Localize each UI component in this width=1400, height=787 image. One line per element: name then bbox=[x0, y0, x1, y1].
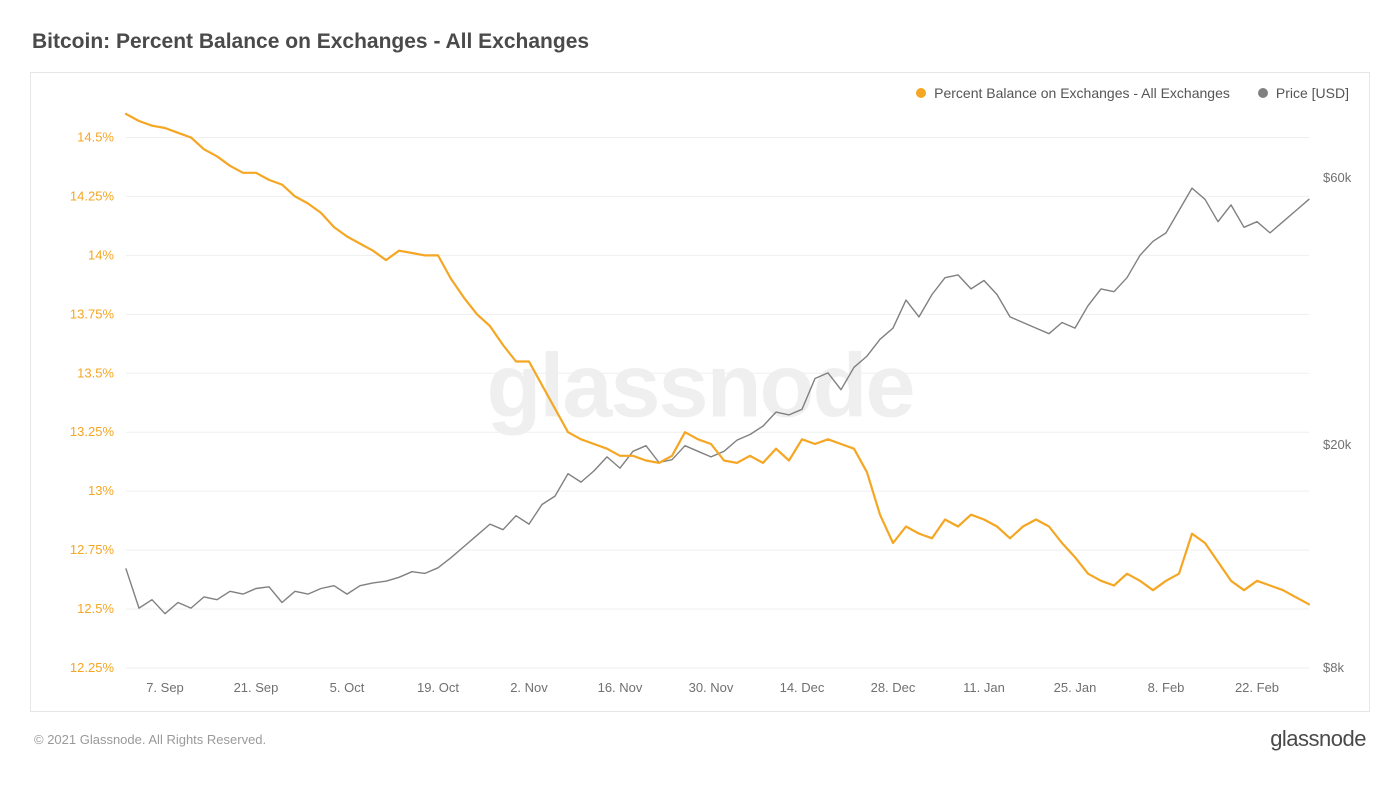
svg-text:16. Nov: 16. Nov bbox=[598, 680, 643, 695]
legend-dot-balance bbox=[916, 88, 926, 98]
copyright-text: © 2021 Glassnode. All Rights Reserved. bbox=[34, 732, 266, 747]
svg-text:28. Dec: 28. Dec bbox=[871, 680, 916, 695]
legend: Percent Balance on Exchanges - All Excha… bbox=[916, 85, 1349, 101]
chart-title: Bitcoin: Percent Balance on Exchanges - … bbox=[32, 30, 1370, 54]
chart-plot-area: glassnode Percent Balance on Exchanges -… bbox=[30, 72, 1370, 712]
svg-text:12.5%: 12.5% bbox=[77, 601, 114, 616]
svg-text:7. Sep: 7. Sep bbox=[146, 680, 184, 695]
svg-text:13.25%: 13.25% bbox=[70, 424, 115, 439]
legend-item-price: Price [USD] bbox=[1258, 85, 1349, 101]
legend-label-price: Price [USD] bbox=[1276, 85, 1349, 101]
chart-svg: 12.25% 12.5% 12.75% 13% 13.25% 13.5% 13.75% 14%… bbox=[31, 73, 1369, 711]
footer: © 2021 Glassnode. All Rights Reserved. g… bbox=[30, 726, 1370, 752]
svg-text:25. Jan: 25. Jan bbox=[1054, 680, 1097, 695]
legend-label-balance: Percent Balance on Exchanges - All Excha… bbox=[934, 85, 1230, 101]
svg-text:14.25%: 14.25% bbox=[70, 188, 115, 203]
svg-text:2. Nov: 2. Nov bbox=[510, 680, 548, 695]
svg-text:30. Nov: 30. Nov bbox=[689, 680, 734, 695]
legend-item-balance: Percent Balance on Exchanges - All Excha… bbox=[916, 85, 1230, 101]
brand-logo: glassnode bbox=[1270, 726, 1366, 752]
svg-text:21. Sep: 21. Sep bbox=[234, 680, 279, 695]
svg-text:12.25%: 12.25% bbox=[70, 660, 115, 675]
svg-text:13.75%: 13.75% bbox=[70, 306, 115, 321]
svg-text:14. Dec: 14. Dec bbox=[780, 680, 825, 695]
svg-text:13%: 13% bbox=[88, 483, 114, 498]
svg-text:11. Jan: 11. Jan bbox=[963, 680, 1005, 695]
svg-text:14.5%: 14.5% bbox=[77, 129, 114, 144]
svg-text:22. Feb: 22. Feb bbox=[1235, 680, 1279, 695]
svg-text:13.5%: 13.5% bbox=[77, 365, 114, 380]
legend-dot-price bbox=[1258, 88, 1268, 98]
svg-text:5. Oct: 5. Oct bbox=[330, 680, 365, 695]
chart-container: Bitcoin: Percent Balance on Exchanges - … bbox=[0, 0, 1400, 787]
svg-text:$8k: $8k bbox=[1323, 660, 1344, 675]
svg-text:8. Feb: 8. Feb bbox=[1148, 680, 1185, 695]
svg-text:14%: 14% bbox=[88, 247, 114, 262]
svg-text:$60k: $60k bbox=[1323, 170, 1352, 185]
svg-text:$20k: $20k bbox=[1323, 437, 1352, 452]
svg-text:12.75%: 12.75% bbox=[70, 542, 115, 557]
svg-text:19. Oct: 19. Oct bbox=[417, 680, 459, 695]
